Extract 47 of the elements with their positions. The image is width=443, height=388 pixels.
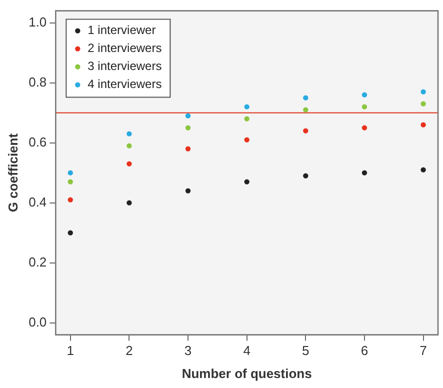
point bbox=[68, 170, 73, 176]
y-axis-title: G coefficient bbox=[5, 132, 20, 212]
point bbox=[244, 116, 250, 122]
x-axis-title: Number of questions bbox=[182, 366, 312, 381]
legend-label: 4 interviewers bbox=[88, 77, 162, 92]
point bbox=[244, 179, 250, 184]
point bbox=[420, 167, 426, 172]
point bbox=[420, 89, 426, 94]
y-tick-label: 0.2 bbox=[28, 254, 47, 270]
point bbox=[244, 104, 250, 110]
point bbox=[185, 125, 191, 130]
point bbox=[362, 125, 368, 130]
y-tick-label: 0.0 bbox=[28, 314, 47, 330]
point bbox=[68, 230, 73, 236]
x-tick-label: 4 bbox=[243, 343, 250, 358]
point bbox=[362, 170, 368, 176]
x-tick-label: 7 bbox=[420, 343, 427, 358]
point bbox=[126, 131, 132, 136]
legend-label: 3 interviewers bbox=[88, 59, 162, 74]
point bbox=[68, 179, 73, 184]
point bbox=[362, 92, 368, 98]
point bbox=[68, 197, 73, 202]
x-tick-label: 6 bbox=[360, 343, 368, 358]
point bbox=[362, 104, 368, 110]
y-tick-label: 0.4 bbox=[28, 194, 47, 210]
x-tick-label: 2 bbox=[126, 343, 133, 358]
point bbox=[185, 188, 191, 194]
point bbox=[244, 137, 250, 142]
x-tick-label: 3 bbox=[184, 343, 192, 358]
y-tick-label: 0.8 bbox=[28, 74, 47, 90]
point bbox=[420, 101, 426, 106]
legend-label: 1 interviewer bbox=[88, 23, 156, 38]
x-tick-label: 1 bbox=[66, 343, 74, 358]
point bbox=[185, 113, 191, 118]
x-tick-label: 5 bbox=[302, 343, 310, 358]
point bbox=[126, 161, 132, 166]
point bbox=[126, 200, 132, 206]
y-tick-label: 1.0 bbox=[28, 14, 47, 30]
point bbox=[303, 128, 308, 134]
legend-label: 2 interviewers bbox=[88, 41, 162, 56]
y-tick-label: 0.6 bbox=[28, 134, 47, 150]
point bbox=[303, 107, 308, 112]
point bbox=[303, 173, 308, 178]
point bbox=[303, 95, 308, 100]
point bbox=[420, 122, 426, 128]
point bbox=[185, 146, 191, 152]
point bbox=[126, 143, 132, 148]
